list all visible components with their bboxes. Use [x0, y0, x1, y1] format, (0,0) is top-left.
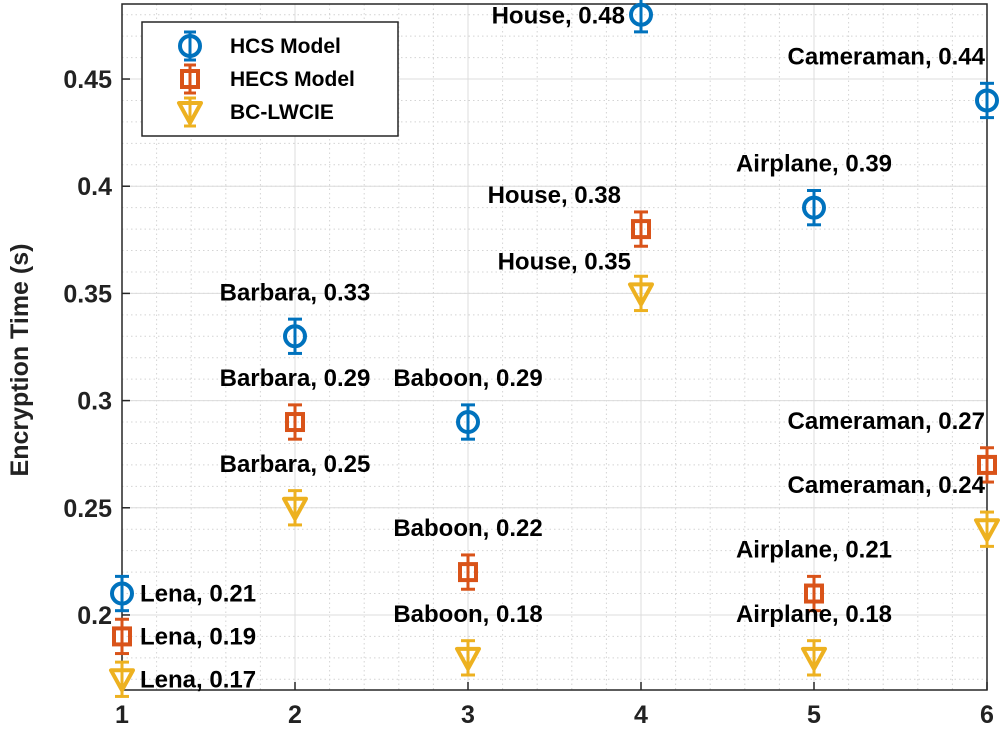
- series-hecs-model: [112, 210, 997, 656]
- legend: HCS Model HECS Model BC-LWCIE: [141, 21, 399, 137]
- data-label: Cameraman, 0.24: [788, 472, 986, 499]
- legend-label: HECS Model: [230, 68, 355, 91]
- data-point: [628, 282, 654, 307]
- x-tick-label: 5: [807, 701, 821, 729]
- y-tick-label: 0.3: [77, 388, 112, 416]
- data-label: House, 0.48: [492, 3, 625, 30]
- data-point: [458, 562, 478, 583]
- plot-frame: [121, 3, 988, 691]
- data-point: [283, 324, 307, 349]
- data-label: Cameraman, 0.44: [788, 43, 986, 70]
- data-point: [110, 581, 134, 606]
- x-axis: 1 2 3 4 5 6: [115, 682, 994, 729]
- legend-label: HCS Model: [230, 35, 341, 58]
- data-labels: Lena, 0.21 Barbara, 0.33 Baboon, 0.29 House…: [140, 3, 986, 694]
- legend-item: HCS Model: [178, 30, 341, 62]
- data-label: Baboon, 0.22: [393, 515, 542, 542]
- data-point: [455, 646, 481, 671]
- y-tick-label: 0.2: [77, 602, 112, 630]
- legend-marker: [180, 69, 200, 89]
- data-point: [285, 412, 305, 433]
- data-label: Cameraman, 0.27: [788, 408, 985, 435]
- y-tick-label: 0.25: [63, 495, 112, 523]
- legend-item: BC-LWCIE: [177, 96, 334, 128]
- data-point: [456, 410, 480, 435]
- data-label: Barbara, 0.29: [220, 365, 371, 392]
- data-label: Lena, 0.19: [140, 623, 256, 650]
- data-point: [977, 454, 997, 475]
- data-label: Airplane, 0.18: [736, 601, 892, 628]
- data-label: Airplane, 0.21: [736, 537, 892, 564]
- data-label: Baboon, 0.29: [393, 365, 542, 392]
- series-hcs-model: [110, 0, 999, 613]
- data-point: [631, 219, 651, 240]
- data-label: Barbara, 0.25: [220, 451, 371, 478]
- series-layer: [109, 0, 1000, 698]
- legend-label: BC-LWCIE: [230, 101, 334, 124]
- legend-marker: [177, 101, 203, 125]
- data-label: House, 0.38: [488, 182, 621, 209]
- x-tick-label: 1: [115, 701, 129, 729]
- y-tick-label: 0.35: [63, 280, 112, 308]
- data-point: [804, 583, 824, 604]
- legend-item: HECS Model: [180, 63, 355, 95]
- data-point: [801, 646, 827, 671]
- data-point: [282, 496, 308, 521]
- data-point: [112, 626, 132, 647]
- legend-marker: [178, 34, 202, 58]
- data-label: Airplane, 0.39: [736, 151, 892, 178]
- series-bc-lwcie: [109, 274, 1000, 698]
- x-tick-label: 6: [980, 701, 994, 729]
- y-tick-label: 0.4: [77, 173, 112, 201]
- data-label: Baboon, 0.18: [393, 601, 542, 628]
- data-label: Lena, 0.17: [140, 666, 256, 693]
- x-tick-label: 4: [634, 701, 648, 729]
- x-tick-label: 2: [288, 701, 302, 729]
- data-label: Barbara, 0.33: [220, 279, 371, 306]
- data-point: [629, 2, 653, 27]
- y-axis: 0.2 0.25 0.3 0.35 0.4 0.45: [63, 66, 130, 630]
- minor-grid: [122, 4, 987, 690]
- data-label: House, 0.35: [498, 248, 631, 275]
- data-point: [975, 88, 999, 113]
- data-point: [802, 195, 826, 220]
- data-point: [109, 668, 135, 693]
- x-tick-label: 3: [461, 701, 475, 729]
- y-tick-label: 0.45: [63, 66, 112, 94]
- y-axis-label: Encryption Time (s): [6, 244, 34, 477]
- data-point: [974, 518, 1000, 543]
- data-label: Lena, 0.21: [140, 581, 256, 608]
